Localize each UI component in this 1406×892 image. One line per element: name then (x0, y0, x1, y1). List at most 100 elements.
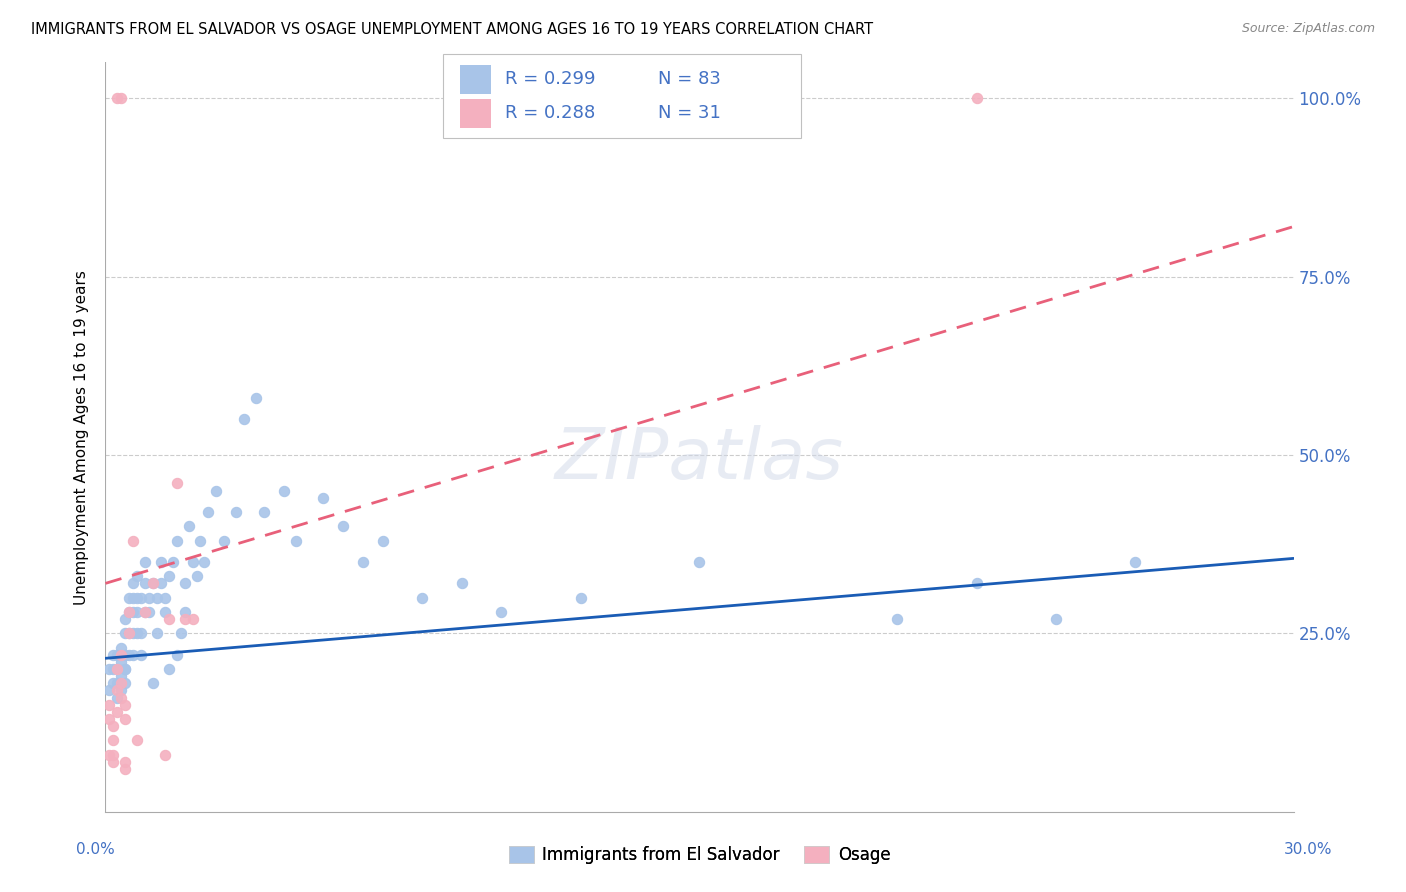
Point (110, 676, 132, 690)
Point (105, 690, 128, 705)
Point (118, 626, 141, 640)
Point (114, 755, 136, 769)
Text: R = 0.288: R = 0.288 (505, 104, 595, 122)
Point (118, 648, 141, 662)
Point (273, 483, 295, 498)
Point (127, 733, 149, 747)
Point (114, 762, 136, 776)
Point (157, 569, 180, 583)
Point (190, 533, 212, 548)
Point (166, 648, 188, 662)
Point (127, 569, 149, 583)
Point (114, 626, 136, 640)
Point (103, 755, 125, 769)
Point (103, 648, 125, 662)
Point (886, 612, 908, 626)
Point (162, 555, 184, 569)
Text: 0.0%: 0.0% (76, 842, 115, 856)
Point (114, 676, 136, 690)
Y-axis label: Unemployment Among Ages 16 to 19 years: Unemployment Among Ages 16 to 19 years (75, 269, 90, 605)
Point (173, 605, 195, 619)
Point (153, 591, 176, 605)
Point (214, 533, 236, 548)
Point (149, 555, 172, 569)
Point (105, 662, 128, 676)
Text: N = 83: N = 83 (658, 70, 721, 88)
Point (122, 648, 145, 662)
Point (110, 648, 132, 662)
Point (127, 626, 149, 640)
Point (689, 555, 711, 569)
Point (186, 569, 208, 583)
Point (98, 712, 121, 726)
Text: R = 0.299: R = 0.299 (505, 70, 595, 88)
Point (253, 505, 276, 519)
Point (122, 591, 145, 605)
Point (110, 655, 132, 669)
Point (110, 669, 132, 683)
Point (129, 626, 152, 640)
Point (110, 690, 132, 705)
Point (569, 591, 592, 605)
Point (146, 591, 169, 605)
Point (129, 591, 152, 605)
Point (105, 91, 128, 105)
Point (103, 733, 125, 747)
Point (122, 533, 145, 548)
Point (114, 712, 136, 726)
Point (98, 662, 121, 676)
Point (110, 91, 132, 105)
Point (142, 676, 165, 690)
Point (966, 576, 988, 591)
Point (114, 648, 136, 662)
Point (134, 576, 156, 591)
Text: Source: ZipAtlas.com: Source: ZipAtlas.com (1241, 22, 1375, 36)
Point (110, 683, 132, 698)
Point (197, 505, 219, 519)
Point (284, 533, 307, 548)
Point (98, 698, 121, 712)
Point (170, 626, 193, 640)
Point (1123, 555, 1146, 569)
Point (146, 626, 169, 640)
Point (134, 605, 156, 619)
Point (118, 591, 141, 605)
Point (122, 626, 145, 640)
Point (127, 591, 149, 605)
Point (966, 91, 988, 105)
Point (173, 612, 195, 626)
Point (153, 747, 176, 762)
Point (122, 576, 145, 591)
Point (312, 491, 335, 505)
Legend: Immigrants from El Salvador, Osage: Immigrants from El Salvador, Osage (502, 839, 897, 871)
Point (134, 605, 156, 619)
Text: 30.0%: 30.0% (1284, 842, 1331, 856)
Point (181, 612, 204, 626)
Point (142, 576, 165, 591)
Text: IMMIGRANTS FROM EL SALVADOR VS OSAGE UNEMPLOYMENT AMONG AGES 16 TO 19 YEARS CORR: IMMIGRANTS FROM EL SALVADOR VS OSAGE UNE… (31, 22, 873, 37)
Point (157, 612, 180, 626)
Point (371, 533, 394, 548)
Point (105, 676, 128, 690)
Point (138, 591, 160, 605)
Point (103, 747, 125, 762)
Point (332, 519, 354, 533)
Point (118, 605, 141, 619)
Point (103, 662, 125, 676)
Point (166, 533, 188, 548)
Point (450, 576, 472, 591)
Point (114, 612, 136, 626)
Point (110, 640, 132, 655)
Point (1045, 612, 1067, 626)
Point (173, 576, 195, 591)
Point (98, 747, 121, 762)
Point (103, 719, 125, 733)
Point (118, 605, 141, 619)
Point (193, 555, 215, 569)
Point (129, 648, 152, 662)
Point (153, 605, 176, 619)
Point (134, 555, 156, 569)
Point (105, 683, 128, 698)
Point (233, 412, 256, 426)
Point (352, 555, 374, 569)
